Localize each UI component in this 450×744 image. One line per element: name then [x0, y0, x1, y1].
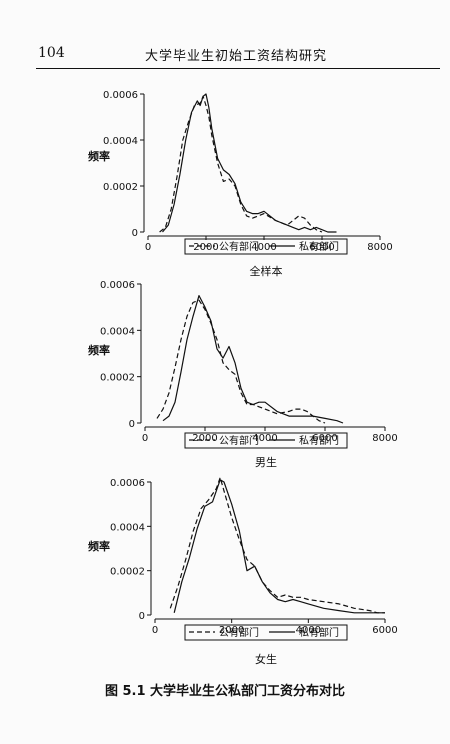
header-rule: [36, 68, 440, 69]
y-axis-label: 频率: [88, 539, 110, 553]
y-axis-label: 频率: [88, 343, 110, 357]
series-line-public: [159, 95, 323, 233]
y-tick-label: 0.0004: [103, 136, 138, 147]
series-line-public: [156, 299, 326, 424]
chart-panel-all: 0 0.0002 0.0004 0.0006 0 2000 4000 6000 8000 频率公有…: [88, 90, 393, 278]
legend-label: 私有部门: [299, 240, 339, 253]
y-tick-label: 0.0004: [100, 326, 135, 337]
x-tick-label: 0: [152, 625, 158, 636]
page-header: 104 大学毕业生初始工资结构研究: [0, 0, 450, 72]
legend-label: 公有部门: [219, 240, 259, 253]
panel-title: 女生: [255, 652, 277, 666]
x-tick-label: 6000: [309, 242, 334, 253]
y-tick-label: 0.0004: [110, 522, 145, 533]
x-tick-label: 4000: [252, 433, 277, 444]
x-tick-label: 6000: [372, 625, 397, 636]
x-tick-label: 0: [145, 242, 151, 253]
legend-label: 公有部门: [219, 626, 259, 639]
y-tick-label: 0: [129, 419, 135, 430]
legend-box: [184, 238, 348, 255]
legend-box: [184, 624, 348, 641]
y-tick-label: 0.0002: [110, 567, 145, 578]
page-number: 104: [38, 45, 65, 61]
y-tick-label: 0.0006: [103, 90, 138, 101]
y-axis-label: 频率: [88, 149, 110, 163]
y-tick-label: 0: [132, 228, 138, 239]
x-tick-label: 8000: [372, 433, 397, 444]
legend-label: 公有部门: [219, 434, 259, 447]
figure-caption: 图 5.1 大学毕业生公私部门工资分布对比: [104, 684, 346, 699]
legend-label: 私有部门: [299, 434, 339, 447]
x-tick-label: 4000: [251, 242, 276, 253]
panel-title: 男生: [255, 455, 277, 469]
series-line-public: [169, 477, 385, 614]
panel-title: 全样本: [250, 264, 283, 278]
x-tick-label: 8000: [367, 242, 392, 253]
y-tick-label: 0.0002: [100, 373, 135, 384]
running-title: 大学毕业生初始工资结构研究: [145, 49, 328, 64]
x-tick-label: 6000: [312, 433, 337, 444]
y-tick-label: 0: [139, 611, 145, 622]
x-tick-label: 0: [142, 433, 148, 444]
legend-box: [184, 432, 348, 449]
y-tick-label: 0.0002: [103, 182, 138, 193]
x-tick-label: 2000: [192, 433, 217, 444]
legend-label: 私有部门: [299, 626, 339, 639]
x-tick-label: 2000: [219, 625, 244, 636]
x-tick-label: 4000: [296, 625, 321, 636]
chart-panel-male: 0 0.0002 0.0004 0.0006 0 2000 4000 6000 8000 频率公有…: [88, 280, 398, 469]
series-line-private: [162, 93, 337, 233]
series-line-private: [173, 479, 385, 614]
y-tick-label: 0.0006: [110, 478, 145, 489]
x-tick-label: 2000: [193, 242, 218, 253]
y-tick-label: 0.0006: [100, 280, 135, 291]
series-line-private: [162, 295, 344, 424]
